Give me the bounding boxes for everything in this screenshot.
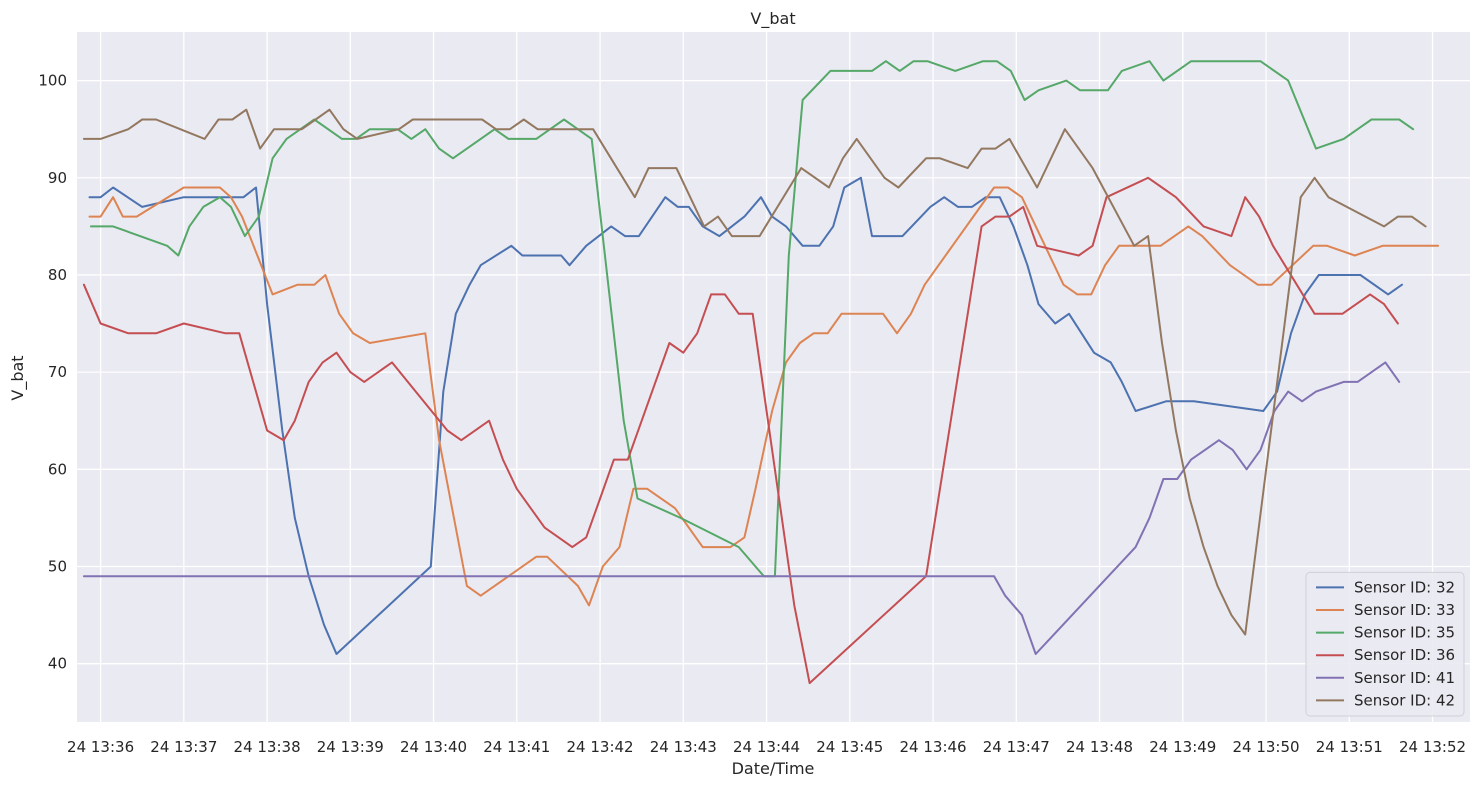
y-tick-label: 90 — [48, 169, 67, 187]
x-tick-label: 24 13:46 — [900, 738, 967, 756]
x-tick-label: 24 13:38 — [234, 738, 301, 756]
series-line-0 — [88, 176, 1403, 655]
series-layer — [82, 60, 1440, 685]
y-tick-label: 50 — [48, 558, 67, 576]
x-tick-label: 24 13:36 — [67, 738, 134, 756]
y-tick-label: 100 — [38, 72, 67, 90]
y-tick-label: 80 — [48, 266, 67, 284]
x-tick-label: 24 13:48 — [1066, 738, 1133, 756]
tick-labels: 40 50 60 70 80 90 100 24 13:36 24 13:37 24 13:38 2… — [38, 72, 1466, 756]
legend-box — [1305, 571, 1465, 717]
x-tick-label: 24 13:49 — [1149, 738, 1216, 756]
x-tick-label: 24 13:40 — [400, 738, 467, 756]
y-axis-label: V_bat — [8, 355, 28, 400]
legend-label: Sensor ID: 32 — [1354, 578, 1455, 596]
x-tick-label: 24 13:41 — [483, 738, 550, 756]
x-tick-label: 24 13:47 — [983, 738, 1050, 756]
series-line-3 — [82, 176, 1399, 685]
series-line-1 — [88, 186, 1440, 607]
series-line-4 — [82, 361, 1401, 655]
chart-title: V_bat — [750, 9, 795, 29]
y-tick-label: 40 — [48, 655, 67, 673]
x-tick-label: 24 13:43 — [650, 738, 717, 756]
plot-background — [77, 32, 1470, 722]
x-tick-label: 24 13:50 — [1232, 738, 1299, 756]
y-tick-label: 60 — [48, 460, 67, 478]
x-tick-label: 24 13:44 — [733, 738, 800, 756]
x-tick-label: 24 13:39 — [317, 738, 384, 756]
legend-label: Sensor ID: 35 — [1354, 624, 1455, 642]
series-line-5 — [82, 108, 1427, 636]
x-tick-label: 24 13:45 — [816, 738, 883, 756]
legend-label: Sensor ID: 42 — [1354, 691, 1455, 709]
x-tick-label: 24 13:51 — [1316, 738, 1383, 756]
legend-label: Sensor ID: 41 — [1354, 669, 1455, 687]
x-tick-label: 24 13:52 — [1399, 738, 1466, 756]
series-line-2 — [89, 60, 1415, 578]
x-axis-label: Date/Time — [732, 759, 815, 778]
legend-label: Sensor ID: 36 — [1354, 646, 1455, 664]
legend-label: Sensor ID: 33 — [1354, 601, 1455, 619]
legend: Sensor ID: 32 Sensor ID: 33 Sensor ID: 35 S… — [1305, 571, 1465, 717]
y-tick-label: 70 — [48, 363, 67, 381]
x-tick-label: 24 13:42 — [567, 738, 634, 756]
x-tick-label: 24 13:37 — [150, 738, 217, 756]
